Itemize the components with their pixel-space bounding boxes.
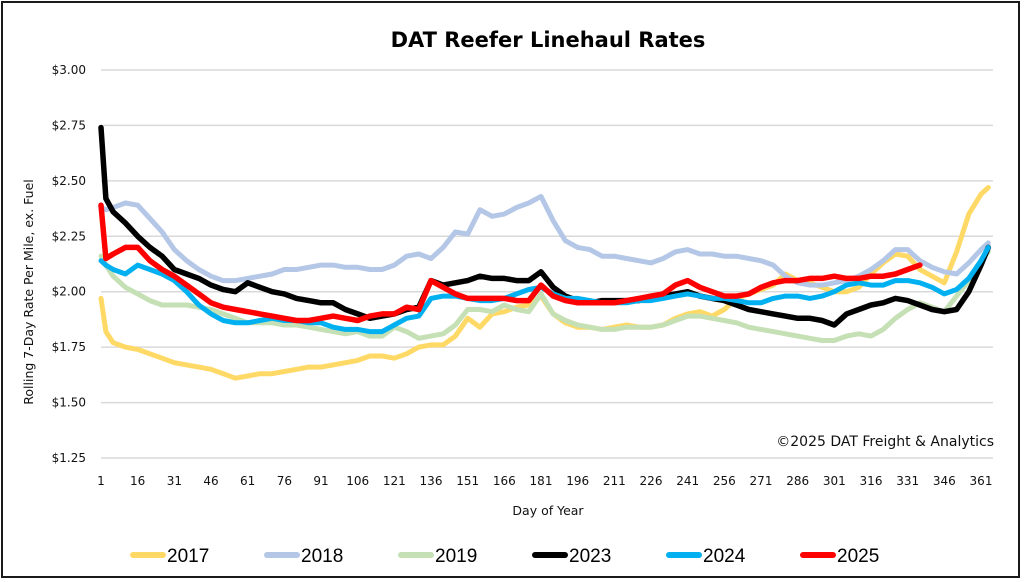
legend-label: 2017 <box>167 546 209 567</box>
x-tick-label: 181 <box>530 474 553 488</box>
x-axis-label: Day of Year <box>512 503 584 518</box>
x-tick-label: 16 <box>130 474 145 488</box>
y-tick-label: $1.75 <box>52 340 86 354</box>
x-tick-label: 196 <box>566 474 589 488</box>
legend-item-2018: 2018 <box>264 546 343 567</box>
legend-item-2024: 2024 <box>666 546 746 567</box>
legend-label: 2024 <box>703 546 746 567</box>
x-tick-label: 121 <box>383 474 406 488</box>
x-tick-label: 256 <box>713 474 736 488</box>
x-tick-label: 271 <box>750 474 773 488</box>
x-tick-label: 91 <box>313 474 328 488</box>
legend-label: 2023 <box>569 546 611 567</box>
x-tick-label: 301 <box>823 474 846 488</box>
x-tick-label: 166 <box>493 474 516 488</box>
x-tick-label: 46 <box>203 474 218 488</box>
legend-label: 2019 <box>435 546 477 567</box>
x-tick-label: 331 <box>896 474 919 488</box>
series-line-2018 <box>98 193 991 288</box>
x-tick-label: 1 <box>97 474 105 488</box>
x-tick-label: 346 <box>933 474 956 488</box>
y-tick-label: $2.25 <box>52 229 86 243</box>
gridlines <box>101 69 993 459</box>
legend-item-2023: 2023 <box>532 546 611 567</box>
x-tick-label: 76 <box>277 474 292 488</box>
x-tick-label: 136 <box>420 474 443 488</box>
x-tick-label: 211 <box>603 474 626 488</box>
y-axis-ticks: $3.00 $2.75 $2.50 $2.25 $2.00 $1.75 $1.50 $1.25 <box>52 63 86 465</box>
chart-title: DAT Reefer Linehaul Rates <box>391 28 706 52</box>
series-lines <box>98 124 992 381</box>
legend-item-2017: 2017 <box>130 546 209 567</box>
x-tick-label: 151 <box>456 474 479 488</box>
legend-item-2025: 2025 <box>800 546 879 567</box>
y-tick-label: $1.50 <box>52 396 86 410</box>
x-tick-label: 31 <box>167 474 182 488</box>
x-tick-label: 226 <box>640 474 663 488</box>
y-tick-label: $2.50 <box>52 174 86 188</box>
legend-label: 2018 <box>301 546 343 567</box>
y-tick-label: $3.00 <box>52 63 86 77</box>
y-tick-label: $2.00 <box>52 285 86 299</box>
legend-label: 2025 <box>837 546 879 567</box>
copyright-annotation: ©2025 DAT Freight & Analytics <box>776 434 994 450</box>
legend: 2017 2018 2019 2023 2024 2025 <box>130 546 879 567</box>
x-tick-label: 286 <box>786 474 809 488</box>
series-line-2025 <box>98 202 923 324</box>
x-axis-ticks: 1 16 31 46 61 76 91 106 121 136 151 166 181 196 211 226… <box>97 474 992 488</box>
x-tick-label: 241 <box>676 474 699 488</box>
y-tick-label: $1.25 <box>52 451 86 465</box>
x-tick-label: 361 <box>970 474 993 488</box>
x-tick-label: 106 <box>346 474 369 488</box>
x-tick-label: 316 <box>860 474 883 488</box>
y-axis-label: Rolling 7-Day Rate Per Mile, ex. Fuel <box>21 179 36 404</box>
series-line-2023 <box>98 124 992 328</box>
x-tick-label: 61 <box>240 474 255 488</box>
y-tick-label: $2.75 <box>52 118 86 132</box>
legend-item-2019: 2019 <box>398 546 477 567</box>
series-line-2019 <box>98 249 991 343</box>
